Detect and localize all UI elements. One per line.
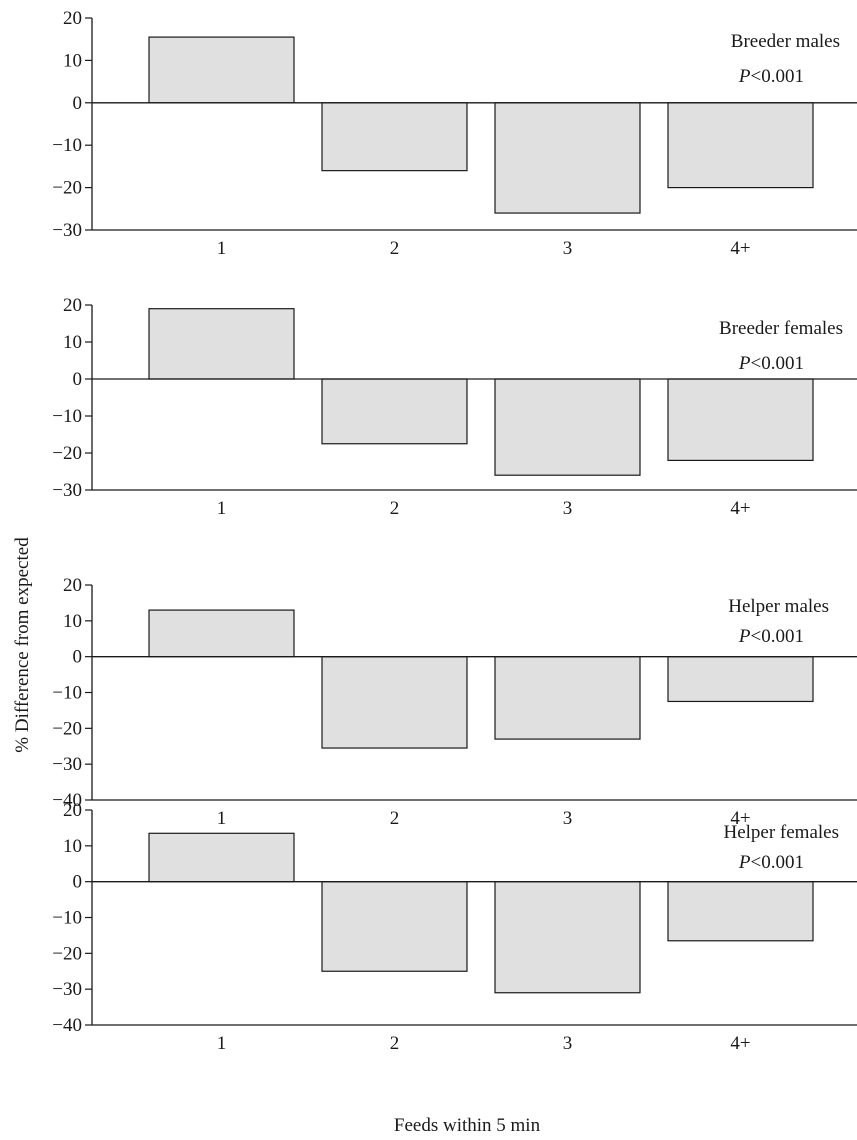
y-tick-label: −30 [52,480,82,501]
p-threshold: <0.001 [751,626,804,647]
y-tick-label: −20 [52,718,82,739]
x-tick-label: 3 [563,498,573,519]
bar-1 [148,832,295,883]
y-tick-label: −10 [52,908,82,929]
bar-2 [321,102,468,172]
bar-3 [494,102,641,214]
p-threshold: <0.001 [751,66,804,87]
panel-helper-males: Helper males P<0.001 20 10 0 −10 −20 −30 −40 1 2… [52,575,857,829]
p-letter: P [738,852,751,873]
x-tick-label: 3 [563,1033,573,1054]
y-tick-label: 0 [73,872,83,893]
bar-3 [494,378,641,476]
x-tick-label: 2 [390,1033,400,1054]
y-tick-label: 20 [63,800,82,821]
x-tick-label: 2 [390,498,400,519]
bar-2 [321,378,468,445]
p-threshold: <0.001 [751,353,804,374]
bar-2 [321,656,468,749]
y-tick-label: −10 [52,683,82,704]
y-tick-label: 20 [63,575,82,596]
p-threshold: <0.001 [751,852,804,873]
bar-4plus [667,378,814,462]
x-tick-label: 4+ [730,1033,750,1054]
x-tick-label: 4+ [730,808,750,829]
panel-label: Helper males [728,596,829,617]
x-tick-label: 3 [563,238,573,259]
y-tick-label: 10 [63,611,82,632]
y-tick-label: −10 [52,406,82,427]
y-tick-label: −20 [52,943,82,964]
y-tick-label: 0 [73,647,83,668]
x-axis-title: Feeds within 5 min [394,1115,541,1136]
p-letter: P [738,353,751,374]
panel-label: Breeder males [731,31,840,52]
x-tick-label: 1 [217,1033,227,1054]
x-tick-label: 1 [217,238,227,259]
y-tick-label: −20 [52,178,82,199]
bar-3 [494,881,641,994]
y-tick-label: 10 [63,332,82,353]
y-tick-label: 0 [73,93,83,114]
bar-3 [494,656,641,740]
y-tick-label: 0 [73,369,83,390]
p-value-label: P<0.001 [738,626,804,647]
p-letter: P [738,626,751,647]
bar-2 [321,881,468,972]
y-tick-label: 10 [63,50,82,71]
p-value-label: P<0.001 [738,353,804,374]
x-tick-label: 4+ [730,238,750,259]
bar-4plus [667,102,814,189]
p-value-label: P<0.001 [738,66,804,87]
x-tick-label: 1 [217,808,227,829]
y-axis-title: % Difference from expected [12,537,33,753]
y-tick-label: 10 [63,836,82,857]
bar-4plus [667,881,814,942]
bar-1 [148,36,295,104]
x-tick-label: 1 [217,498,227,519]
y-tick-label: −30 [52,754,82,775]
y-tick-label: −30 [52,979,82,1000]
p-letter: P [738,66,751,87]
y-tick-label: 20 [63,8,82,29]
y-tick-label: 20 [63,295,82,316]
panel-breeder-females: Breeder females P<0.001 20 10 0 −10 −20 −30 1 2… [52,295,857,519]
bar-1 [148,308,295,380]
y-tick-label: −10 [52,135,82,156]
p-value-label: P<0.001 [738,852,804,873]
x-tick-label: 2 [390,808,400,829]
x-tick-label: 4+ [730,498,750,519]
y-tick-label: −30 [52,220,82,241]
x-tick-label: 2 [390,238,400,259]
y-tick-label: −40 [52,790,82,811]
panel-breeder-males: Breeder males P<0.001 20 10 0 −10 −20 −30 1 2 3 4… [52,8,857,259]
bar-4plus [667,656,814,703]
bar-1 [148,609,295,658]
panel-helper-females: Helper females P<0.001 20 10 0 −10 −20 −30 −40… [52,800,857,1054]
y-tick-label: −40 [52,1015,82,1036]
panel-label: Breeder females [719,318,843,339]
y-tick-label: −20 [52,443,82,464]
panel-label: Helper females [723,822,839,843]
x-tick-label: 3 [563,808,573,829]
